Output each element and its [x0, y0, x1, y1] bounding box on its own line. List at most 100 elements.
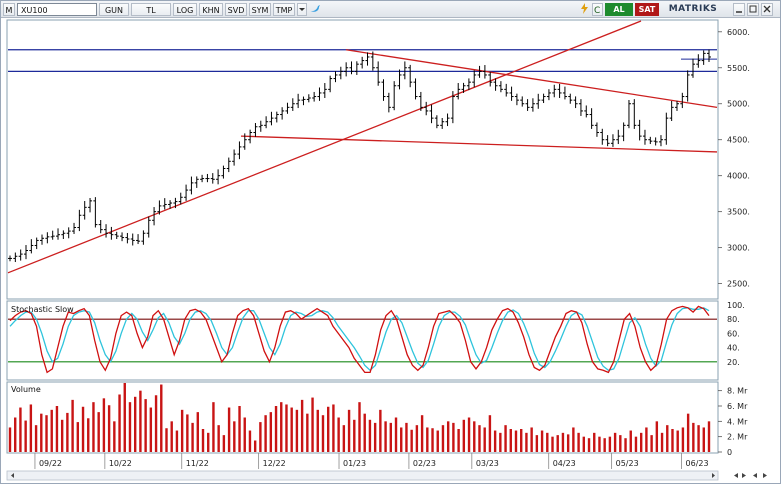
sym-button[interactable]: SYM	[249, 3, 271, 16]
volume-bar	[66, 412, 69, 452]
menu-button[interactable]: M	[3, 3, 15, 16]
scroll-left-button[interactable]	[11, 473, 14, 478]
tmp-button[interactable]: TMP	[273, 3, 295, 16]
price-bar	[626, 99, 631, 129]
refresh-button[interactable]	[579, 3, 590, 16]
log-button[interactable]: LOG	[173, 3, 197, 16]
volume-bar	[144, 399, 147, 452]
volume-bar	[572, 427, 575, 452]
price-bar	[178, 192, 183, 205]
volume-bar	[467, 417, 471, 452]
price-bar	[530, 98, 535, 112]
price-bar	[680, 92, 685, 109]
horizontal-scrollbar[interactable]	[6, 470, 719, 481]
volume-bar	[243, 417, 246, 452]
price-bar	[493, 78, 498, 91]
price-bar	[381, 79, 386, 101]
volume-bar	[676, 430, 679, 452]
price-bar	[610, 134, 615, 147]
date-tick-label: 03/23	[476, 459, 499, 468]
price-bar	[162, 198, 167, 210]
volume-bar	[175, 430, 179, 452]
c-letter-icon: C	[594, 6, 600, 16]
volume-bar	[650, 435, 653, 452]
volume-bar	[222, 435, 226, 452]
volume-bar	[624, 438, 627, 452]
volume-bar	[358, 402, 361, 452]
price-bar	[136, 234, 141, 245]
volume-bar	[384, 421, 387, 452]
price-bar	[472, 70, 477, 88]
price-bar	[701, 50, 706, 65]
volume-bar	[253, 440, 257, 452]
price-bar	[77, 209, 82, 232]
sell-button[interactable]: SAT	[635, 3, 659, 16]
price-bar	[40, 234, 45, 245]
price-bar	[418, 91, 423, 111]
volume-bar	[426, 427, 429, 452]
compare-button[interactable]: C	[592, 3, 603, 16]
price-bar	[146, 216, 151, 238]
volume-bar	[321, 415, 325, 452]
volume-bar	[666, 425, 669, 452]
buy-button[interactable]: AL	[605, 3, 633, 16]
price-bar	[557, 83, 562, 98]
twitter-button[interactable]	[309, 3, 321, 16]
price-bar	[413, 78, 418, 100]
maximize-button[interactable]	[747, 3, 759, 16]
svd-button[interactable]: SVD	[225, 3, 247, 16]
period-button[interactable]: GUN	[99, 3, 129, 16]
price-bar	[210, 173, 215, 184]
price-bar	[338, 66, 343, 80]
price-bar	[525, 99, 530, 111]
volume-bar	[420, 415, 424, 452]
price-bar	[450, 91, 455, 124]
price-bar	[109, 226, 114, 240]
price-bar	[440, 117, 445, 129]
price-bar	[376, 61, 381, 86]
price-bar	[125, 232, 130, 244]
volume-bar	[264, 415, 267, 452]
volume-bar	[645, 427, 648, 452]
price-tick-label: 2500.	[727, 280, 750, 289]
close-button[interactable]	[761, 3, 773, 16]
svg-text:C: C	[594, 6, 600, 15]
date-x-axis: 09/22 10/22 11/22 12/22 01/23 02/23 03/23 04/23…	[34, 453, 709, 469]
date-tick-label: 05/23	[616, 459, 639, 468]
volume-tick-label: 8. Mr	[727, 387, 748, 396]
price-bar	[674, 100, 679, 111]
dropdown-button[interactable]	[297, 3, 307, 16]
symbol-field[interactable]: XU100	[17, 3, 97, 16]
price-bar	[434, 115, 439, 129]
price-bar	[584, 105, 589, 118]
volume-bar	[92, 402, 95, 452]
scroll-right-button[interactable]	[712, 473, 715, 478]
osc-tick-label: 20.	[727, 358, 740, 367]
volume-bar	[561, 432, 565, 452]
price-bar	[509, 86, 514, 101]
volume-bar	[483, 427, 486, 452]
osc-tick-label: 60.	[727, 329, 740, 338]
price-bar	[29, 239, 34, 254]
volume-bar	[123, 383, 126, 452]
price-bar	[280, 107, 285, 120]
price-tick-label: 5500.	[727, 64, 750, 73]
price-bar	[45, 232, 50, 244]
volume-bar	[613, 432, 617, 452]
price-bar	[274, 111, 279, 123]
volume-bar	[133, 396, 137, 452]
volume-bar	[478, 425, 481, 452]
minimize-button[interactable]	[733, 3, 745, 16]
volume-bar	[170, 421, 173, 452]
khn-button[interactable]: KHN	[199, 3, 223, 16]
zoom-arrows-icon	[734, 473, 746, 478]
currency-button[interactable]: TL	[131, 3, 171, 16]
zoom-controls[interactable]	[734, 473, 767, 478]
price-bar	[642, 129, 647, 145]
volume-bar	[686, 413, 690, 452]
volume-bar	[707, 421, 711, 452]
volume-bar	[71, 399, 74, 452]
price-bar	[658, 135, 663, 147]
price-bar	[386, 92, 391, 113]
